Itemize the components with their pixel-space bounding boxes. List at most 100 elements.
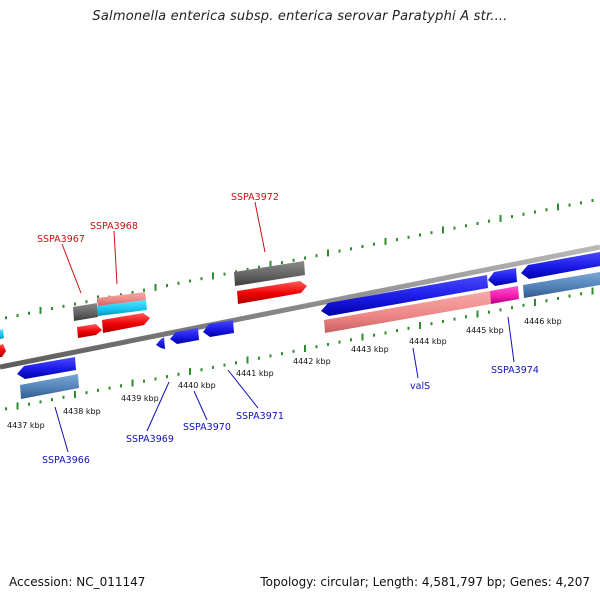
gene-label-sspa3966[interactable]: SSPA3966 [42,455,90,466]
minor-tick [580,292,582,296]
major-tick [74,391,76,398]
callout-line [61,243,82,294]
gene-label-sspa3974[interactable]: SSPA3974 [491,365,539,376]
minor-tick [292,258,295,262]
major-tick [131,379,134,387]
gene-feature-blue[interactable] [488,268,517,286]
minor-tick [522,212,525,216]
minor-tick [361,245,364,248]
gene-label-sspa3967[interactable]: SSPA3967 [37,234,85,245]
minor-tick [200,277,203,281]
gene-feature-gray[interactable] [234,261,305,286]
minor-tick [212,365,214,369]
kbp-axis: 4437 kbp 4438 kbp 4439 kbp 4440 kbp 4441… [7,317,562,430]
minor-tick [465,315,467,319]
minor-tick [131,291,134,294]
minor-tick [154,377,157,381]
major-tick [361,333,364,341]
minor-tick [350,338,352,342]
gene-label-vals[interactable]: valS [410,381,430,392]
minor-tick [235,361,237,365]
minor-tick [97,388,99,392]
minor-tick [442,319,444,323]
callout-line [193,390,208,421]
minor-tick [350,247,352,251]
minor-tick [16,314,19,317]
kbp-label: 4442 kbp [293,357,331,366]
reverse-callouts [54,316,515,453]
minor-tick [522,303,525,307]
gene-feature-gray[interactable] [73,303,98,321]
kbp-label: 4441 kbp [236,369,274,378]
gene-label-sspa3969[interactable]: SSPA3969 [126,434,174,445]
minor-tick [476,222,479,225]
gene-label-sspa3970[interactable]: SSPA3970 [183,422,231,433]
gene-feature-steelblue[interactable] [20,374,79,399]
major-tick [534,299,536,306]
minor-tick [281,261,283,265]
minor-tick [384,331,387,335]
minor-tick [28,311,30,315]
forward-features [0,261,307,357]
gene-label-sspa3972[interactable]: SSPA3972 [231,192,279,203]
minor-tick [568,203,571,207]
minor-tick [304,256,306,260]
gene-feature-blue[interactable] [17,357,76,379]
gene-feature-blue[interactable] [170,328,199,344]
minor-tick [269,354,272,358]
gene-feature-red[interactable] [237,281,307,304]
map-title: Salmonella enterica subsp. enterica sero… [92,9,508,24]
major-tick [304,345,306,352]
kbp-label: 4439 kbp [121,394,159,403]
lower-tick-row [5,287,594,411]
minor-tick [373,242,375,246]
minor-tick [258,265,260,269]
minor-tick [407,235,410,239]
gene-feature-red[interactable] [77,324,102,338]
gene-feature-red[interactable] [0,344,6,357]
gene-feature-blue[interactable] [321,275,488,316]
minor-tick [453,226,456,230]
major-tick [212,272,214,280]
gene-label-sspa3968[interactable]: SSPA3968 [90,221,138,232]
gene-feature-cyan[interactable] [0,329,4,339]
major-tick [591,287,594,295]
minor-tick [338,249,341,253]
gene-feature-blue[interactable] [521,252,600,279]
gene-feature-magenta[interactable] [490,286,519,304]
kbp-label: 4443 kbp [351,345,389,354]
gene-feature-cyan[interactable] [97,300,147,316]
minor-tick [534,210,536,214]
minor-tick [591,199,594,202]
minor-tick [258,356,260,360]
kbp-label: 4445 kbp [466,326,504,335]
gene-feature-pink[interactable] [97,292,146,306]
major-tick [499,214,502,222]
major-tick [269,260,272,268]
gene-label-sspa3971[interactable]: SSPA3971 [236,411,284,422]
callout-line [146,381,170,432]
minor-tick [177,372,180,376]
minor-tick [5,407,7,411]
minor-tick [396,238,398,242]
minor-tick [557,296,559,300]
major-tick [16,402,19,410]
major-tick [154,283,157,291]
minor-tick [62,304,65,308]
gene-feature-blue[interactable] [156,337,165,349]
gene-feature-red[interactable] [102,313,150,333]
minor-tick [246,268,249,271]
minor-tick [74,302,76,306]
gene-feature-pink[interactable] [324,291,491,333]
reverse-features [17,252,600,399]
gene-feature-steelblue[interactable] [523,272,600,298]
minor-tick [419,233,421,237]
major-tick [419,322,421,329]
minor-tick [373,333,375,337]
minor-tick [28,402,30,406]
topology-summary: Topology: circular; Length: 4,581,797 bp… [260,575,590,589]
gene-feature-blue[interactable] [203,320,234,337]
callout-line [54,406,69,453]
minor-tick [488,310,490,314]
